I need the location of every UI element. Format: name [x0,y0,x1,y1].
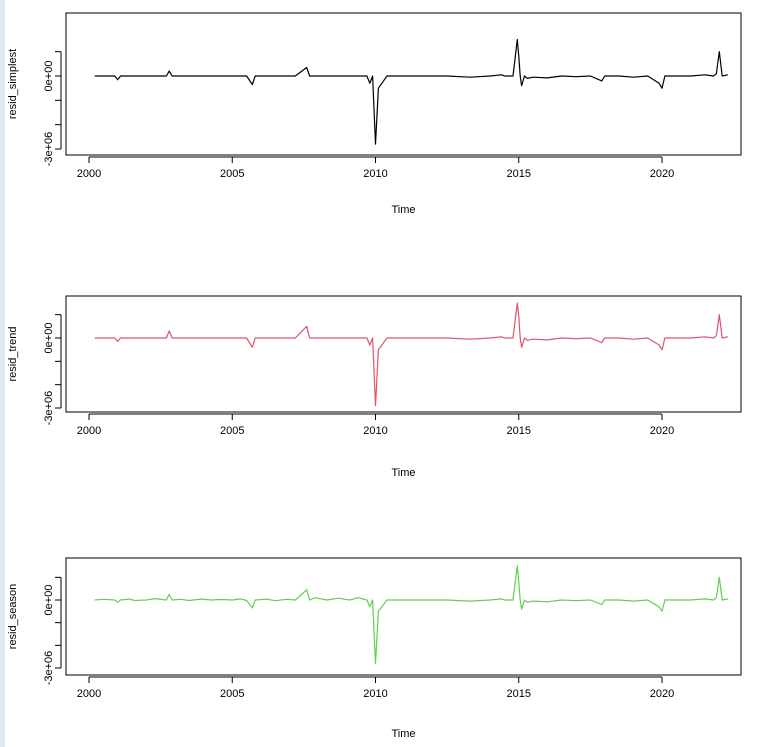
y-tick-label: -3e+06 [43,132,55,167]
y-tick-label: 0e+00 [43,585,55,616]
x-tick-label: 2000 [77,168,101,180]
x-tick-label: 2010 [363,688,387,700]
y-axis-label: resid_season [7,584,19,649]
chart-panel-3: 2000 2005 2010 2015 2020 Time -3e+06 0e+00 resid… [7,557,742,740]
x-tick-label: 2015 [507,425,531,437]
x-axis-label: Time [391,204,415,216]
x-tick-label: 2020 [650,425,674,437]
y-axis-label: resid_trend [7,326,19,381]
y-tick-label: -3e+06 [43,391,55,426]
x-tick-label: 2000 [77,425,101,437]
y-axis-label: resid_simplest [7,49,19,119]
window-edge-strip [0,0,5,747]
x-tick-label: 2015 [507,688,531,700]
x-tick-label: 2000 [77,688,101,700]
x-tick-label: 2005 [220,425,244,437]
plot-frame [65,12,742,156]
x-tick-label: 2010 [363,168,387,180]
y-tick-label: -3e+06 [43,651,55,686]
x-axis-label: Time [391,728,415,740]
chart-panel-2: 2000 2005 2010 2015 2020 Time -3e+06 0e+00 resid… [7,295,742,479]
plot-frame [65,557,742,676]
x-tick-label: 2020 [650,688,674,700]
x-axis-label: Time [391,467,415,479]
x-tick-label: 2005 [220,688,244,700]
y-tick-label: 0e+00 [43,323,55,354]
x-tick-label: 2010 [363,425,387,437]
x-tick-label: 2020 [650,168,674,180]
x-tick-label: 2005 [220,168,244,180]
y-tick-label: 0e+00 [43,61,55,92]
series-line [94,565,729,665]
series-line [94,38,729,145]
series-line [94,302,729,407]
plot-frame [65,295,742,413]
chart-panel-1: 2000 2005 2010 2015 2020 Time -3e+06 0e+00 resid… [7,12,742,216]
x-tick-label: 2015 [507,168,531,180]
